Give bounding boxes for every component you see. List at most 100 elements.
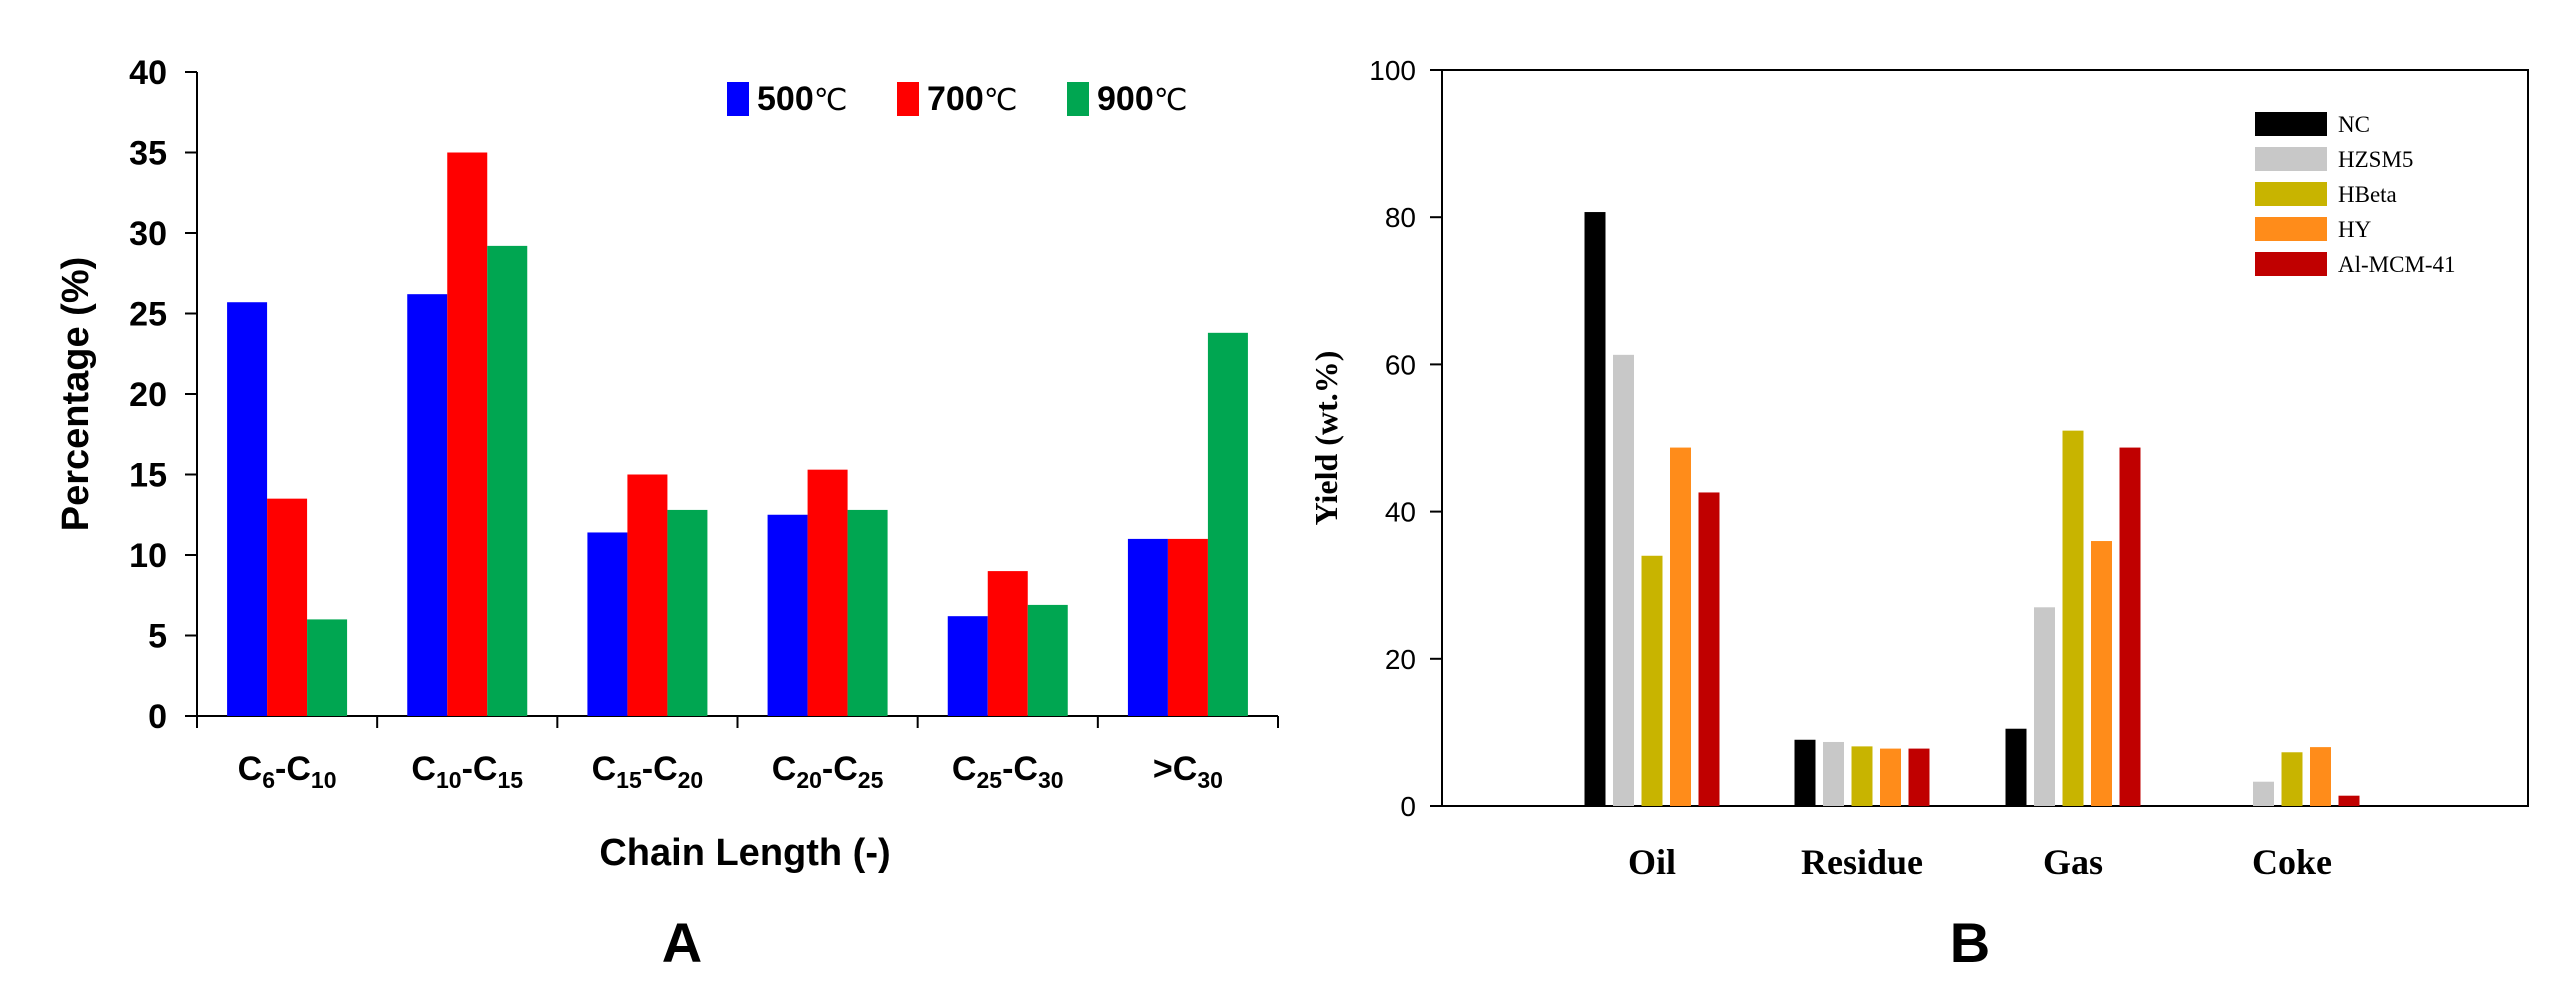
bar-500 xyxy=(227,302,268,716)
x-tick-label: Oil xyxy=(1628,842,1676,882)
x-tick-label: Residue xyxy=(1801,842,1923,882)
bar-HY xyxy=(2310,747,2331,806)
legend-swatch-900 xyxy=(1067,82,1089,116)
bar-500 xyxy=(587,532,628,716)
legend-label-500: 500℃ xyxy=(757,80,847,118)
x-tick-label-sub2: 30 xyxy=(1038,767,1064,793)
legend-swatch-700 xyxy=(897,82,919,116)
bar-NC xyxy=(1794,739,1816,806)
bar-HBeta xyxy=(1851,746,1873,806)
bar-HY xyxy=(1670,447,1691,806)
bar-700 xyxy=(627,474,668,716)
bar-500 xyxy=(407,294,448,716)
x-tick-label-sep: -C xyxy=(822,750,858,788)
bar-HZSM5 xyxy=(1823,741,1844,806)
bar-HBeta xyxy=(1641,555,1663,806)
bar-500 xyxy=(1127,538,1168,716)
x-tick-label-sep: -C xyxy=(1002,750,1038,788)
x-tick-label: C6-C10 xyxy=(238,750,337,793)
y-tick-label: 60 xyxy=(1385,349,1416,380)
bar-HZSM5 xyxy=(1613,354,1634,806)
bar-500 xyxy=(767,514,808,716)
y-tick-label: 30 xyxy=(129,215,167,253)
x-tick-label-base: >C xyxy=(1153,750,1197,788)
bar-900 xyxy=(1027,604,1068,716)
legend-label-HZSM5: HZSM5 xyxy=(2338,147,2413,172)
y-tick-label: 0 xyxy=(148,698,167,736)
bar-Al-MCM-41 xyxy=(1908,748,1930,806)
x-tick-label-sub: 6 xyxy=(262,767,275,793)
y-axis-title: Yield (wt.%) xyxy=(1308,351,1344,526)
legend-swatch-Al-MCM-41 xyxy=(2255,252,2327,276)
legend-label-Al-MCM-41: Al-MCM-41 xyxy=(2338,252,2456,277)
y-tick-label: 15 xyxy=(129,457,167,495)
bar-HY xyxy=(2091,541,2112,806)
x-tick-label-sub: 10 xyxy=(436,767,462,793)
legend-label-HBeta: HBeta xyxy=(2338,182,2397,207)
plot-frame xyxy=(1441,69,2529,807)
x-tick-label-sub: 20 xyxy=(796,767,822,793)
bar-Al-MCM-41 xyxy=(2119,447,2141,806)
x-tick-label: C25-C30 xyxy=(952,750,1064,793)
bar-700 xyxy=(807,469,848,716)
bar-700 xyxy=(267,498,308,716)
bar-Al-MCM-41 xyxy=(2338,795,2360,806)
x-tick-label: C10-C15 xyxy=(411,750,523,793)
x-tick-label-base: C xyxy=(411,750,436,788)
legend-swatch-500 xyxy=(727,82,749,116)
bar-500 xyxy=(947,616,988,716)
x-tick-label-sub: 25 xyxy=(976,767,1002,793)
legend-value: 900 xyxy=(1097,80,1154,118)
y-axis-title: Percentage (%) xyxy=(55,257,97,532)
x-tick-label-base: C xyxy=(952,750,977,788)
legend-value: 700 xyxy=(927,80,984,118)
bar-HBeta xyxy=(2062,430,2084,806)
bar-900 xyxy=(307,619,348,716)
legend-label-HY: HY xyxy=(2338,217,2372,242)
bar-900 xyxy=(847,509,888,716)
x-tick-label-sep: -C xyxy=(642,750,678,788)
x-tick-label: Coke xyxy=(2252,842,2332,882)
y-tick-label: 10 xyxy=(129,537,167,575)
y-tick-label: 0 xyxy=(1400,791,1416,822)
y-tick-label: 5 xyxy=(148,618,167,656)
x-tick-label: >C30 xyxy=(1153,750,1223,793)
y-tick-label: 25 xyxy=(129,296,167,334)
x-tick-label-sep: -C xyxy=(275,750,311,788)
legend-label-NC: NC xyxy=(2338,112,2370,137)
x-tick-label-sub2: 15 xyxy=(497,767,523,793)
x-tick-label-sub: 30 xyxy=(1197,767,1223,793)
x-tick-label-sub: 15 xyxy=(616,767,642,793)
legend-label-900: 900℃ xyxy=(1097,80,1187,118)
bar-700 xyxy=(987,571,1028,716)
bar-900 xyxy=(1207,332,1248,716)
bar-NC xyxy=(1584,212,1606,807)
y-tick-label: 20 xyxy=(1385,644,1416,675)
legend-swatch-HZSM5 xyxy=(2255,147,2327,171)
bar-NC xyxy=(2005,728,2027,806)
legend-swatch-NC xyxy=(2255,112,2327,136)
bar-700 xyxy=(447,152,488,716)
legend-unit: ℃ xyxy=(984,84,1018,117)
legend-unit: ℃ xyxy=(814,84,848,117)
x-tick-label-base: C xyxy=(592,750,617,788)
x-tick-label-sep: -C xyxy=(462,750,498,788)
bar-HBeta xyxy=(2281,752,2303,806)
legend-unit: ℃ xyxy=(1154,84,1188,117)
legend-value: 500 xyxy=(757,80,814,118)
bar-HZSM5 xyxy=(2253,781,2274,806)
legend-swatch-HY xyxy=(2255,217,2327,241)
x-tick-label-sub2: 10 xyxy=(311,767,337,793)
y-tick-label: 35 xyxy=(129,135,167,173)
panel-label-b: B xyxy=(1950,911,1990,974)
x-tick-label: Gas xyxy=(2043,842,2103,882)
x-tick-label-base: C xyxy=(238,750,263,788)
panel-label-a: A xyxy=(662,911,702,974)
x-axis-title: Chain Length (-) xyxy=(599,832,890,874)
bar-900 xyxy=(667,509,708,716)
bar-HY xyxy=(1880,748,1901,806)
x-tick-label-sub2: 25 xyxy=(858,767,884,793)
legend-label-700: 700℃ xyxy=(927,80,1017,118)
